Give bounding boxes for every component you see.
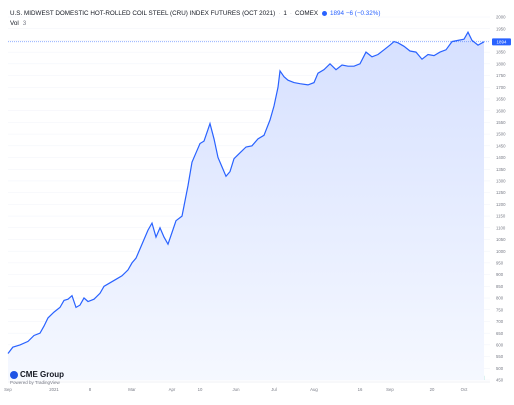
x-axis: Sep 2021 8 Mar Apr 10 Jun Jul Aug 16 Sep 20 Oct xyxy=(4,381,490,392)
y-tick-label: 750 xyxy=(496,307,504,312)
y-tick-label: 1750 xyxy=(496,73,506,78)
volume-value: 3 xyxy=(22,20,27,27)
x-tick-label: 16 xyxy=(358,387,363,392)
y-tick-label: 850 xyxy=(496,284,504,289)
price-area xyxy=(8,32,484,380)
market-status-icon xyxy=(322,10,328,16)
y-tick-label: 800 xyxy=(496,296,504,301)
brand-name: CME Group xyxy=(20,370,64,379)
y-tick-label: 1400 xyxy=(496,155,506,160)
x-tick-label: 8 xyxy=(89,387,92,392)
price-change: −6 (−0.32%) xyxy=(345,10,381,17)
volume-label: Vol xyxy=(10,20,19,27)
last-price-label: 1894 xyxy=(492,38,511,46)
exchange-label: COMEX xyxy=(294,10,319,17)
y-tick-label: 1700 xyxy=(496,85,506,90)
y-tick-label: 1100 xyxy=(496,225,506,230)
last-price-badge xyxy=(492,38,511,46)
symbol-title[interactable]: U.S. MIDWEST DOMESTIC HOT-ROLLED COIL ST… xyxy=(10,10,276,17)
y-tick-label: 700 xyxy=(496,319,504,324)
y-tick-label: 1650 xyxy=(496,97,506,102)
y-tick-label: 500 xyxy=(496,366,504,371)
x-tick-label: Sep xyxy=(4,387,12,392)
x-tick-label: Sep xyxy=(386,387,394,392)
y-tick-label: 2000 xyxy=(496,15,506,20)
y-tick-label: 1850 xyxy=(496,50,506,55)
y-tick-label: 550 xyxy=(496,354,504,359)
cme-globe-icon xyxy=(10,370,18,379)
y-tick-label: 1500 xyxy=(496,132,506,137)
x-tick-label: Aug xyxy=(310,387,318,392)
y-axis: 450 500 550 600 650 700 750 800 850 900 950 1000 105… xyxy=(496,15,506,383)
chart-header: U.S. MIDWEST DOMESTIC HOT-ROLLED COIL ST… xyxy=(10,10,381,17)
price-line xyxy=(7,30,485,354)
y-tick-label: 600 xyxy=(496,342,504,347)
y-tick-label: 1950 xyxy=(496,26,506,31)
last-price-badge-text: 1894 xyxy=(496,39,507,44)
last-price: 1894 xyxy=(330,10,345,17)
x-tick-label: Jun xyxy=(233,387,241,392)
y-tick-label: 450 xyxy=(496,378,504,383)
y-tick-label: 1300 xyxy=(496,179,506,184)
y-tick-label: 1450 xyxy=(496,143,506,148)
volume-legend: Vol 3 xyxy=(10,20,26,27)
y-tick-label: 1200 xyxy=(496,202,506,207)
interval-label[interactable]: 1 xyxy=(283,10,287,17)
powered-by: Powered by TradingView xyxy=(10,380,60,385)
x-tick-label: Apr xyxy=(169,387,176,392)
y-tick-label: 1250 xyxy=(496,190,506,195)
y-tick-label: 1050 xyxy=(496,237,506,242)
y-tick-label: 1150 xyxy=(496,214,506,219)
x-tick-label: 20 xyxy=(430,387,435,392)
x-tick-label: Jul xyxy=(271,387,277,392)
x-tick-label: Oct xyxy=(461,387,468,392)
cme-logo[interactable]: CME Group Powered by TradingView xyxy=(10,370,64,385)
x-tick-label: Mar xyxy=(128,387,136,392)
x-tick-label: 10 xyxy=(198,387,203,392)
y-tick-label: 1800 xyxy=(496,61,506,66)
y-tick-label: 1000 xyxy=(496,249,506,254)
y-tick-label: 650 xyxy=(496,331,504,336)
x-tick-label: 2021 xyxy=(49,387,59,392)
y-tick-label: 900 xyxy=(496,272,504,277)
y-tick-label: 1600 xyxy=(496,108,506,113)
y-tick-label: 1350 xyxy=(496,167,506,172)
y-tick-label: 950 xyxy=(496,261,504,266)
y-tick-label: 1550 xyxy=(496,120,506,125)
